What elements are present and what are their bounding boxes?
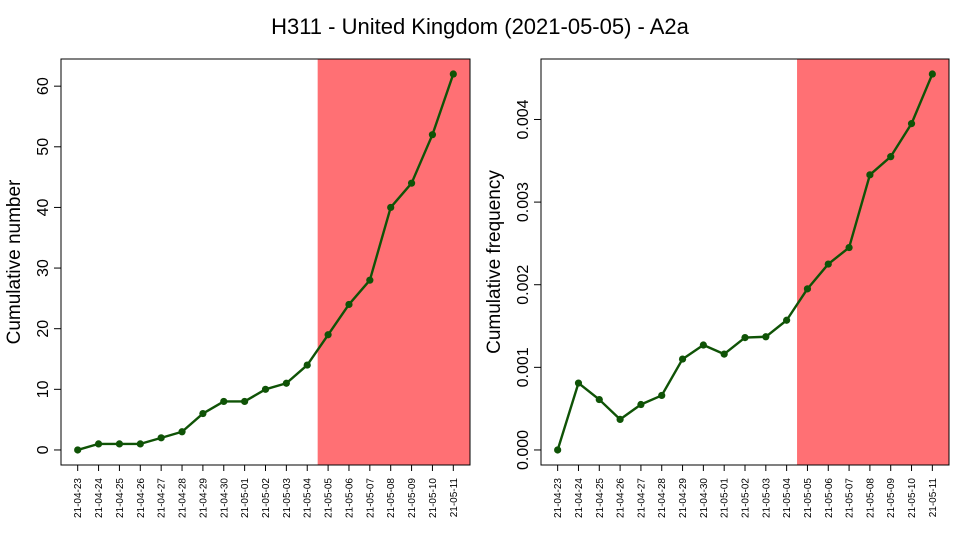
data-point xyxy=(678,355,687,363)
x-tick-label: 21-05-06 xyxy=(344,478,355,518)
y-tick-label: 0.001 xyxy=(515,347,532,387)
y-tick-label: 0 xyxy=(35,445,52,454)
x-tick-label: 21-05-11 xyxy=(928,478,939,518)
x-tick-label: 21-05-07 xyxy=(365,478,376,518)
x-tick-label: 21-05-01 xyxy=(720,478,731,518)
y-tick-label: 0.002 xyxy=(515,265,532,305)
data-point xyxy=(94,440,103,448)
x-tick-label: 21-05-07 xyxy=(845,478,856,518)
x-tick-label: 21-04-24 xyxy=(574,478,585,518)
x-tick-label: 21-04-23 xyxy=(73,478,84,518)
data-point xyxy=(554,446,562,454)
x-tick-label: 21-04-25 xyxy=(115,478,126,518)
data-point xyxy=(637,400,645,409)
figure-title: H311 - United Kingdom (2021-05-05) - A2a xyxy=(271,14,690,39)
x-tick-label: 21-05-04 xyxy=(303,478,314,518)
data-point xyxy=(928,70,936,78)
data-point xyxy=(428,131,437,139)
x-tick-label: 21-04-28 xyxy=(657,478,668,518)
x-tick-label: 21-04-25 xyxy=(595,478,606,518)
data-point xyxy=(303,361,311,369)
x-tick-label: 21-05-03 xyxy=(282,478,293,518)
x-tick-label: 21-05-09 xyxy=(886,478,897,518)
data-point xyxy=(220,397,228,406)
x-tick-label: 21-04-26 xyxy=(136,478,147,518)
x-tick-label: 21-05-05 xyxy=(324,478,335,518)
y-tick-label: 0.000 xyxy=(515,430,532,470)
highlight-region xyxy=(797,59,949,465)
panel-cumulative-frequency: 0.000 0.001 0.002 0.003 0.004 21-04-23 21-04-2… xyxy=(484,58,950,518)
data-point xyxy=(845,243,853,252)
x-tick-label: 21-05-08 xyxy=(865,478,876,518)
x-tick-label: 21-05-09 xyxy=(407,478,418,518)
data-point xyxy=(241,397,249,406)
x-tick-label: 21-04-27 xyxy=(157,478,168,518)
x-tick-label: 21-04-30 xyxy=(699,478,710,518)
x-tick-label: 21-05-01 xyxy=(240,478,251,518)
data-point xyxy=(741,333,749,342)
data-point xyxy=(324,331,332,339)
x-tick-label: 21-05-11 xyxy=(449,478,460,518)
data-point xyxy=(261,385,270,393)
data-point xyxy=(366,276,374,284)
data-point xyxy=(907,120,916,128)
x-tick-label: 21-04-28 xyxy=(178,478,189,518)
x-tick-label: 21-04-30 xyxy=(219,478,230,518)
data-point xyxy=(345,300,353,309)
data-point xyxy=(783,316,791,324)
y-tick-label: 20 xyxy=(35,320,52,338)
x-tick-label: 21-04-29 xyxy=(678,478,689,518)
data-point xyxy=(199,409,207,418)
x-tick-label: 21-05-03 xyxy=(761,478,772,518)
x-tick-label: 21-05-10 xyxy=(907,478,918,518)
data-point xyxy=(574,379,583,387)
x-tick-label: 21-05-02 xyxy=(741,478,752,518)
y-axis-label: Cumulative frequency xyxy=(484,170,505,354)
y-tick-label: 10 xyxy=(35,380,52,398)
x-tick-label: 21-05-10 xyxy=(428,478,439,518)
y-tick-label: 50 xyxy=(35,138,52,156)
x-tick-label: 21-04-26 xyxy=(616,478,627,518)
y-tick-label: 0.003 xyxy=(515,182,532,222)
data-point xyxy=(282,379,290,387)
data-point xyxy=(74,446,82,454)
y-tick-label: 60 xyxy=(35,77,52,95)
data-point xyxy=(136,440,144,448)
data-point xyxy=(449,70,457,78)
y-tick-label: 0.004 xyxy=(515,99,532,139)
y-tick-label: 40 xyxy=(35,198,52,216)
data-point xyxy=(407,179,416,187)
x-tick-label: 21-05-05 xyxy=(803,478,814,518)
data-point xyxy=(699,341,707,349)
data-point xyxy=(595,395,603,404)
x-tick-label: 21-05-08 xyxy=(386,478,397,518)
data-point xyxy=(178,428,186,436)
data-point xyxy=(824,260,832,268)
x-tick-label: 21-04-23 xyxy=(553,478,564,518)
data-point xyxy=(762,333,770,341)
y-tick-label: 30 xyxy=(35,259,52,277)
data-point xyxy=(387,203,395,212)
data-point xyxy=(616,415,624,423)
highlight-region xyxy=(317,59,470,465)
x-tick-label: 21-05-02 xyxy=(261,478,272,518)
y-axis-label: Cumulative number xyxy=(4,179,25,344)
data-point xyxy=(115,440,124,448)
data-point xyxy=(658,391,666,400)
data-point xyxy=(866,171,874,179)
panel-cumulative-number: 0 10 20 30 40 50 60 21-04-23 21-04-24 21-04-25 21-… xyxy=(4,58,471,518)
data-point xyxy=(720,350,728,358)
x-tick-label: 21-04-24 xyxy=(94,478,105,518)
data-point xyxy=(157,434,165,442)
x-tick-label: 21-04-29 xyxy=(198,478,209,518)
data-point xyxy=(803,285,812,293)
data-point xyxy=(887,153,895,161)
x-tick-label: 21-04-27 xyxy=(636,478,647,518)
x-tick-label: 21-05-06 xyxy=(824,478,835,518)
x-tick-label: 21-05-04 xyxy=(782,478,793,518)
